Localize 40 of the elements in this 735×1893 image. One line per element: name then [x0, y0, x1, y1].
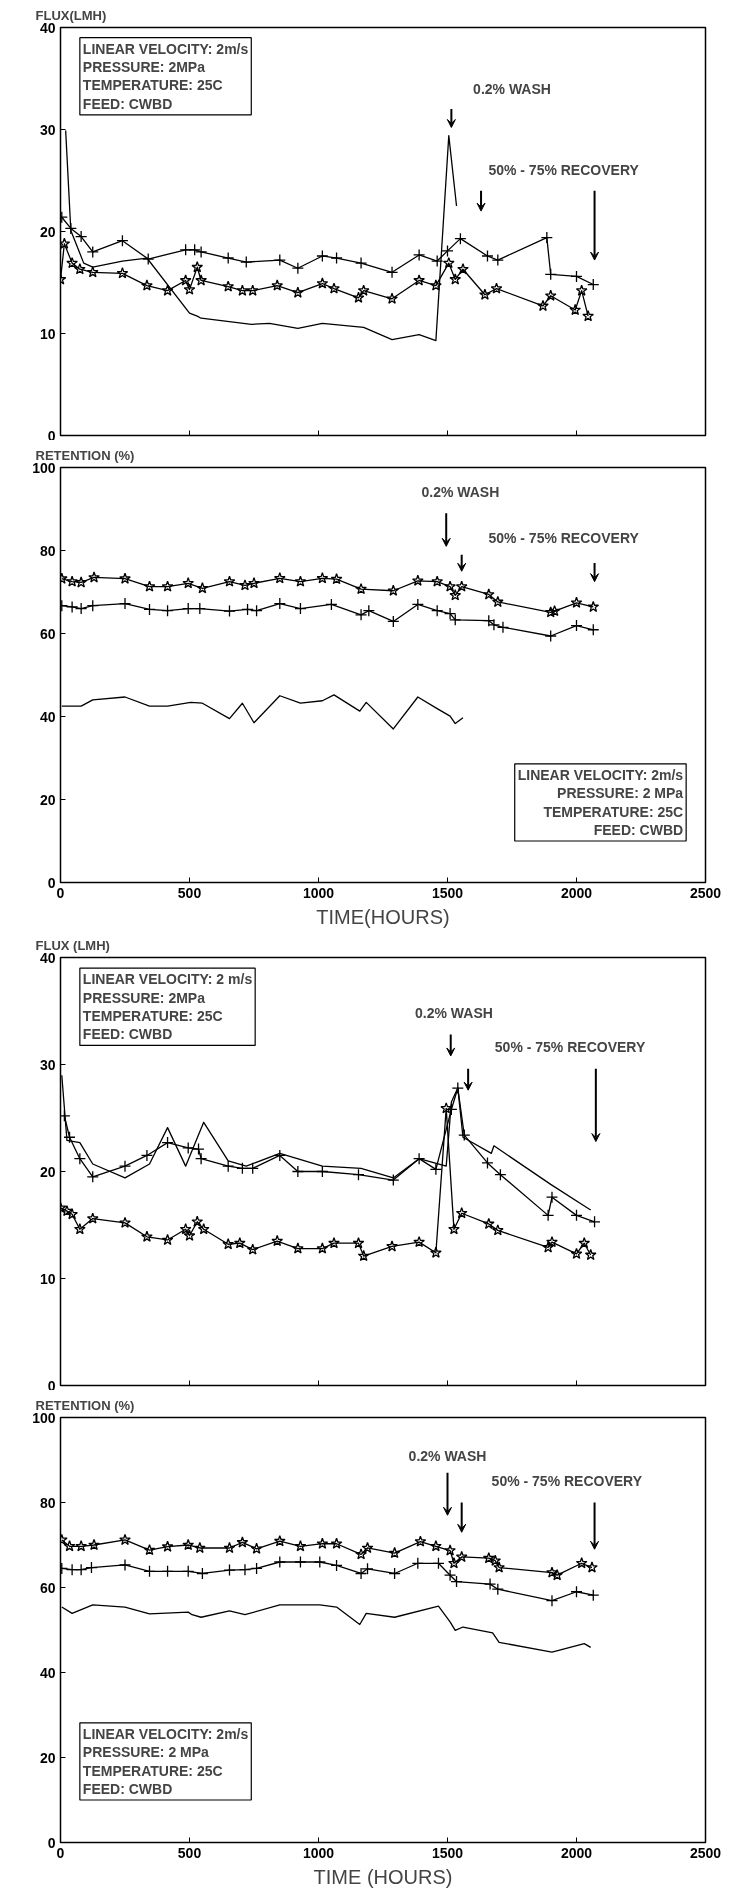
y-tick-label: 20: [39, 1163, 56, 1180]
x-axis-title: TIME(HOURS): [316, 905, 450, 928]
x-tick-label: 2000: [560, 884, 593, 901]
y-tick-label: 60: [39, 1579, 56, 1596]
x-axis-title: TIME (HOURS): [313, 1865, 453, 1888]
y-tick-label: 20: [39, 791, 56, 808]
x-tick-label: 500: [177, 1844, 202, 1861]
x-tick-label: 1000: [302, 884, 335, 901]
y-tick-label: 60: [39, 625, 56, 642]
annotation: LINEAR VELOCITY: 2 m/s PRESSURE: 2MPa TEMPERATURE: 25C FEED: CWBD: [82, 971, 253, 1043]
annotation: 50% - 75% RECOVERY: [488, 530, 640, 547]
y-tick-label: 40: [39, 708, 56, 725]
y-tick-label: 20: [39, 1749, 56, 1766]
y-tick-label: 20: [39, 223, 56, 240]
annotation: LINEAR VELOCITY: 2m/s PRESSURE: 2 MPa TEMPERATURE: 25C FEED: CWBD: [82, 1725, 249, 1797]
y-tick-label: 30: [39, 121, 56, 138]
y-tick-label: 0: [47, 1377, 56, 1394]
x-tick-label: 500: [177, 884, 202, 901]
y-tick-label: 10: [39, 1270, 56, 1287]
y-tick-label: 10: [39, 325, 56, 342]
annotation: 0.2% WASH: [421, 484, 500, 501]
annotation: 50% - 75% RECOVERY: [488, 162, 640, 179]
annotation: 50% - 75% RECOVERY: [491, 1473, 643, 1490]
x-tick-label: 1500: [431, 884, 464, 901]
y-tick-label: 0: [47, 427, 56, 444]
x-tick-label: 1500: [431, 1844, 464, 1861]
x-tick-label: 1000: [302, 1844, 335, 1861]
x-tick-label: 2500: [689, 1844, 722, 1861]
x-tick-label: 2000: [560, 1844, 593, 1861]
annotation: 0.2% WASH: [408, 1447, 487, 1464]
y-tick-label: 80: [39, 542, 56, 559]
y-tick-label: 40: [39, 1664, 56, 1681]
annotation: 0.2% WASH: [415, 1005, 493, 1022]
y-tick-label: 80: [39, 1494, 56, 1511]
x-tick-label: 2500: [689, 884, 722, 901]
annotation: LINEAR VELOCITY: 2m/s PRESSURE: 2MPa TEMPERATURE: 25C FEED: CWBD: [82, 40, 249, 112]
annotation: LINEAR VELOCITY: 2m/s PRESSURE: 2 MPa TEMPERATURE: 25C FEED: CWBD: [517, 766, 684, 838]
y-tick-label: 30: [39, 1056, 56, 1073]
annotation: 50% - 75% RECOVERY: [494, 1039, 646, 1056]
annotation: 0.2% WASH: [473, 80, 551, 97]
